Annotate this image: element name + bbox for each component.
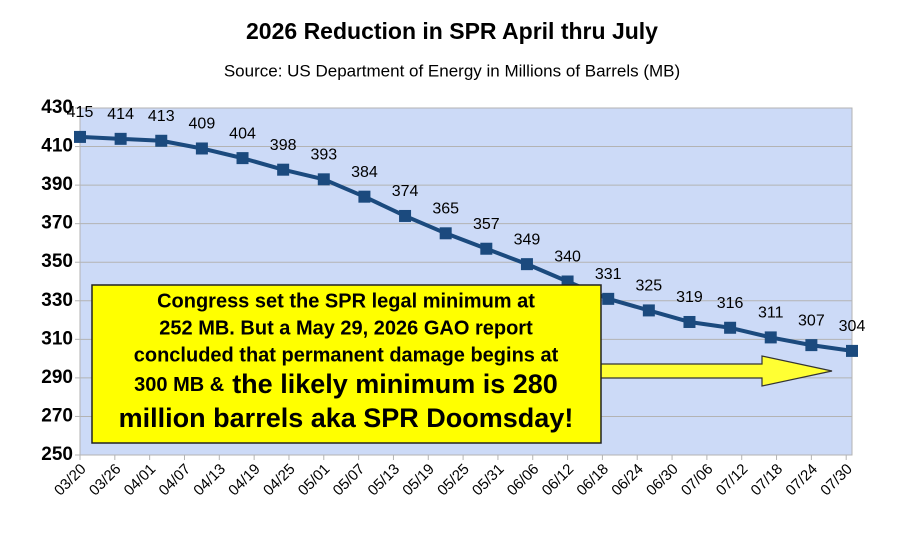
data-label: 357 — [473, 216, 500, 233]
annotation-text: Congress set the SPR legal minimum at — [157, 290, 535, 312]
chart-title: 2026 Reduction in SPR April thru July — [246, 18, 658, 44]
data-label: 365 — [432, 201, 459, 218]
x-tick-label: 07/06 — [678, 461, 717, 500]
data-label: 331 — [595, 266, 622, 283]
x-tick-label: 07/24 — [782, 461, 821, 500]
x-tick-label: 05/19 — [399, 461, 438, 500]
data-point — [846, 344, 858, 357]
data-point — [155, 134, 168, 147]
data-point — [277, 163, 290, 176]
x-tick-label: 07/18 — [748, 461, 787, 500]
data-point — [642, 304, 655, 317]
data-label: 307 — [798, 312, 825, 329]
y-tick-label: 410 — [41, 136, 73, 157]
data-label: 415 — [67, 104, 94, 121]
x-tick-label: 07/12 — [713, 461, 752, 500]
x-tick-label: 05/13 — [365, 461, 404, 500]
x-tick-label: 05/07 — [330, 461, 369, 500]
data-label: 413 — [148, 108, 175, 125]
data-point — [317, 173, 330, 186]
data-label: 398 — [270, 137, 297, 154]
data-point — [74, 130, 86, 143]
data-label: 319 — [676, 289, 703, 306]
y-tick-label: 290 — [41, 367, 73, 388]
x-tick-label: 05/25 — [434, 461, 473, 500]
data-label: 349 — [514, 231, 541, 248]
data-line — [79, 134, 853, 353]
x-tick-label: 04/13 — [190, 461, 229, 500]
data-label: 325 — [635, 278, 662, 295]
data-point — [602, 292, 615, 305]
y-tick-label: 250 — [41, 444, 73, 465]
x-tick-label: 05/31 — [469, 461, 508, 500]
y-tick-label: 430 — [41, 97, 73, 118]
x-tick-label: 05/01 — [295, 461, 334, 500]
data-point — [236, 152, 249, 165]
data-point — [724, 321, 737, 334]
x-tick-label: 06/24 — [608, 461, 647, 500]
annotation-text: 300 MB & the likely minimum is 280 — [134, 369, 558, 399]
data-point — [114, 132, 127, 145]
data-point — [480, 242, 493, 255]
x-tick-label: 04/07 — [156, 461, 195, 500]
data-point — [683, 315, 696, 328]
x-tick-label: 04/19 — [225, 461, 264, 500]
data-label: 340 — [554, 249, 581, 266]
annotation-small: 300 MB & — [134, 374, 224, 396]
x-tick-label: 06/30 — [643, 461, 682, 500]
data-label: 374 — [392, 183, 419, 200]
annotation-text: concluded that permanent damage begins a… — [134, 344, 559, 366]
annotation-text: million barrels aka SPR Doomsday! — [119, 403, 574, 433]
data-label: 414 — [107, 106, 134, 123]
data-label: 409 — [189, 116, 216, 133]
data-point — [399, 209, 412, 222]
y-tick-label: 270 — [41, 405, 73, 426]
x-tick-label: 06/12 — [539, 461, 578, 500]
y-tick-label: 370 — [41, 213, 73, 234]
data-label: 393 — [310, 147, 337, 164]
x-tick-label: 06/06 — [504, 461, 543, 500]
data-label: 384 — [351, 164, 378, 181]
data-point — [358, 190, 371, 203]
data-label: 304 — [839, 318, 866, 335]
annotation-text: 252 MB. But a May 29, 2026 GAO report — [159, 317, 533, 339]
data-label: 404 — [229, 125, 256, 142]
data-label: 311 — [758, 305, 784, 322]
data-point — [520, 258, 533, 271]
x-tick-label: 04/01 — [121, 461, 160, 500]
annotation-box — [91, 284, 602, 444]
y-tick-label: 310 — [41, 328, 73, 349]
x-tick-label: 07/30 — [817, 461, 856, 500]
data-point — [805, 339, 818, 352]
x-tick-label: 06/18 — [573, 461, 612, 500]
x-tick-label: 03/26 — [86, 461, 125, 500]
arrow — [599, 355, 833, 387]
x-tick-label: 04/25 — [260, 461, 299, 500]
data-point — [439, 227, 452, 240]
y-tick-label: 390 — [41, 174, 73, 195]
y-tick-label: 330 — [41, 290, 73, 311]
y-tick-label: 350 — [41, 251, 73, 272]
chart-subtitle: Source: US Department of Energy in Milli… — [224, 61, 680, 80]
annotation-large: the likely minimum is 280 — [232, 369, 558, 399]
data-point — [764, 331, 777, 344]
x-tick-label: 03/20 — [51, 461, 90, 500]
data-point — [195, 142, 208, 155]
data-label: 316 — [717, 295, 744, 312]
